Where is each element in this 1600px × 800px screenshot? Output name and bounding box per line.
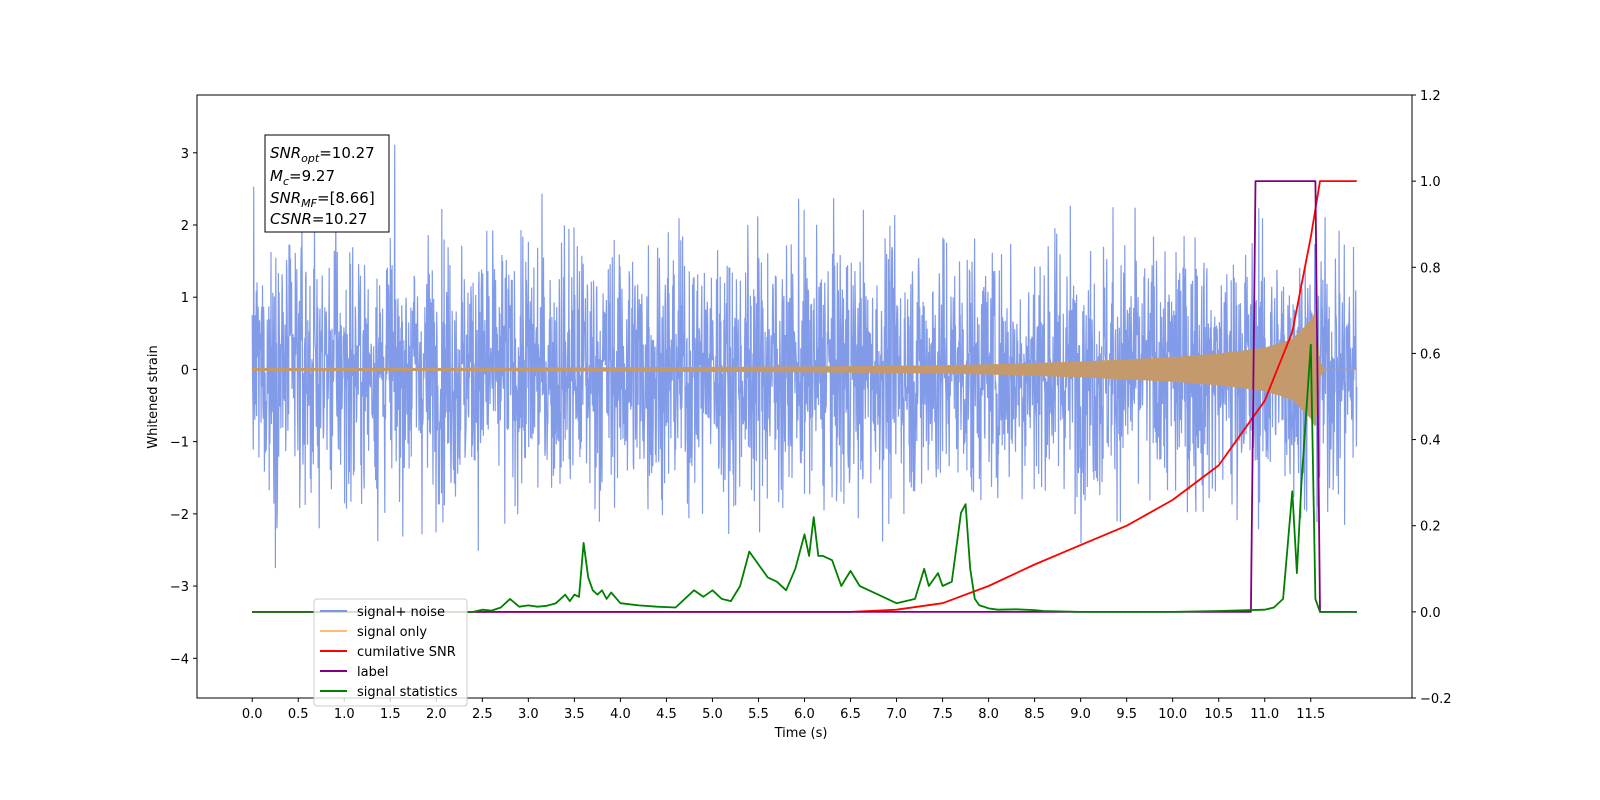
x-tick-label: 0.5 bbox=[288, 707, 309, 722]
x-axis: 0.0 0.5 1.0 1.5 2.0 2.5 3.0 3.5 4.0 4.5 5.0 5.5 6.0 6… bbox=[242, 698, 1325, 722]
x-tick-label: 10.5 bbox=[1204, 707, 1233, 722]
y2-tick-label: −0.2 bbox=[1420, 692, 1452, 707]
y2-tick-label: 0.6 bbox=[1420, 347, 1441, 362]
x-tick-label: 6.5 bbox=[840, 707, 861, 722]
y2-tick-label: 0.0 bbox=[1420, 606, 1441, 621]
annotation-snr-opt: SNRopt=10.27 bbox=[270, 144, 375, 165]
y-tick-label: 3 bbox=[181, 147, 189, 162]
series-cumulative-snr bbox=[252, 180, 1357, 613]
annotation-csnr: CSNR=10.27 bbox=[270, 210, 367, 228]
y2-tick-label: 1.2 bbox=[1420, 89, 1441, 104]
y2-tick-label: 0.8 bbox=[1420, 261, 1441, 276]
y-tick-label: −4 bbox=[170, 652, 189, 667]
annotation-snr-mf: SNRMF=[8.66] bbox=[270, 189, 375, 210]
cumulative-snr-line bbox=[252, 180, 1357, 613]
x-tick-label: 2.0 bbox=[426, 707, 447, 722]
y-tick-label: −2 bbox=[170, 508, 189, 523]
legend-frame bbox=[313, 598, 468, 707]
series-signal-statistics bbox=[252, 343, 1357, 613]
x-tick-label: 8.0 bbox=[978, 707, 999, 722]
y-axis-right: 1.2 1.0 0.8 0.6 0.4 0.2 0.0 −0.2 bbox=[1412, 89, 1452, 707]
y-tick-label: 2 bbox=[181, 219, 189, 234]
x-tick-label: 6.0 bbox=[794, 707, 815, 722]
y-tick-label: 1 bbox=[181, 291, 189, 306]
x-tick-label: 7.5 bbox=[932, 707, 953, 722]
x-tick-label: 8.5 bbox=[1024, 707, 1045, 722]
y2-tick-label: 1.0 bbox=[1420, 175, 1441, 190]
y-axis-left: 3 2 1 0 −1 −2 −3 −4 bbox=[170, 147, 197, 667]
legend: signal+ noise signal only cumilative SNR… bbox=[313, 598, 468, 707]
x-tick-label: 9.0 bbox=[1070, 707, 1091, 722]
x-tick-label: 4.0 bbox=[610, 707, 631, 722]
x-tick-label: 11.5 bbox=[1296, 707, 1325, 722]
legend-label-signal-only: signal only bbox=[357, 625, 427, 640]
legend-label-signal-statistics: signal statistics bbox=[357, 685, 458, 700]
legend-label-label: label bbox=[357, 665, 388, 680]
y2-tick-label: 0.2 bbox=[1420, 520, 1441, 535]
y-tick-label: −3 bbox=[170, 580, 189, 595]
series-signal-noise bbox=[251, 144, 1358, 569]
series-layer bbox=[251, 144, 1358, 613]
signal-noise-line bbox=[251, 144, 1358, 569]
x-tick-label: 3.5 bbox=[564, 707, 585, 722]
y-axis-label: Whitened strain bbox=[146, 345, 161, 448]
x-tick-label: 0.0 bbox=[242, 707, 263, 722]
x-axis-label: Time (s) bbox=[774, 726, 828, 741]
x-tick-label: 9.5 bbox=[1116, 707, 1137, 722]
x-tick-label: 11.0 bbox=[1250, 707, 1279, 722]
series-signal-only bbox=[251, 311, 1357, 427]
x-tick-label: 1.5 bbox=[380, 707, 401, 722]
x-tick-label: 5.0 bbox=[702, 707, 723, 722]
signal-only-line bbox=[251, 311, 1357, 427]
y-tick-label: −1 bbox=[170, 436, 189, 451]
annotation-mc: Mc=9.27 bbox=[270, 167, 335, 188]
x-tick-label: 7.0 bbox=[886, 707, 907, 722]
x-tick-label: 3.0 bbox=[518, 707, 539, 722]
x-tick-label: 5.5 bbox=[748, 707, 769, 722]
legend-label-signal-noise: signal+ noise bbox=[357, 605, 445, 620]
signal-statistics-line bbox=[252, 343, 1357, 613]
y2-tick-label: 0.4 bbox=[1420, 434, 1441, 449]
annotation-box: SNRopt=10.27 Mc=9.27 SNRMF=[8.66] CSNR=1… bbox=[264, 134, 390, 233]
x-tick-label: 1.0 bbox=[334, 707, 355, 722]
y-tick-label: 0 bbox=[181, 363, 189, 378]
x-tick-label: 4.5 bbox=[656, 707, 677, 722]
x-tick-label: 10.0 bbox=[1158, 707, 1187, 722]
x-tick-label: 2.5 bbox=[472, 707, 493, 722]
legend-label-cumulative-snr: cumilative SNR bbox=[357, 645, 456, 660]
